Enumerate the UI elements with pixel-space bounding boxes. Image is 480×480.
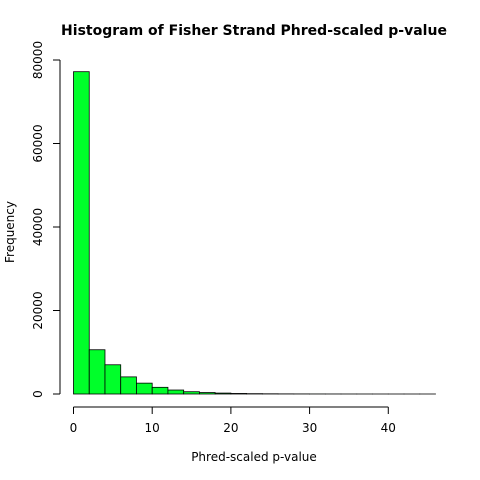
x-tick-label: 40 xyxy=(381,421,396,435)
x-tick-label: 20 xyxy=(223,421,238,435)
y-tick-label: 0 xyxy=(31,390,45,398)
histogram-bar xyxy=(183,391,200,395)
histogram-bar xyxy=(230,393,248,395)
y-tick-label: 80000 xyxy=(31,41,45,79)
y-tick-label: 40000 xyxy=(31,208,45,246)
y-axis-label: Frequency xyxy=(3,201,17,263)
histogram-bar xyxy=(151,386,169,395)
y-axis: 0 20000 40000 60000 80000 xyxy=(31,41,61,398)
y-tick-label: 20000 xyxy=(31,291,45,329)
y-tick-label: 60000 xyxy=(31,124,45,162)
histogram-bar xyxy=(214,392,232,395)
histogram-bar xyxy=(104,364,122,395)
x-tick-label: 0 xyxy=(70,421,78,435)
x-tick-label: 10 xyxy=(145,421,160,435)
bars-group xyxy=(73,71,436,395)
histogram-bar xyxy=(136,382,153,395)
histogram-bar xyxy=(73,71,90,395)
x-tick-label: 30 xyxy=(302,421,317,435)
x-axis-label: Phred-scaled p-value xyxy=(191,450,317,464)
histogram-bar xyxy=(120,376,137,395)
histogram-bar xyxy=(88,349,106,395)
histogram-bar xyxy=(199,392,216,395)
chart-title: Histogram of Fisher Strand Phred-scaled … xyxy=(61,23,447,39)
histogram-bar xyxy=(167,389,185,395)
x-axis: 0 10 20 30 40 xyxy=(70,406,396,435)
